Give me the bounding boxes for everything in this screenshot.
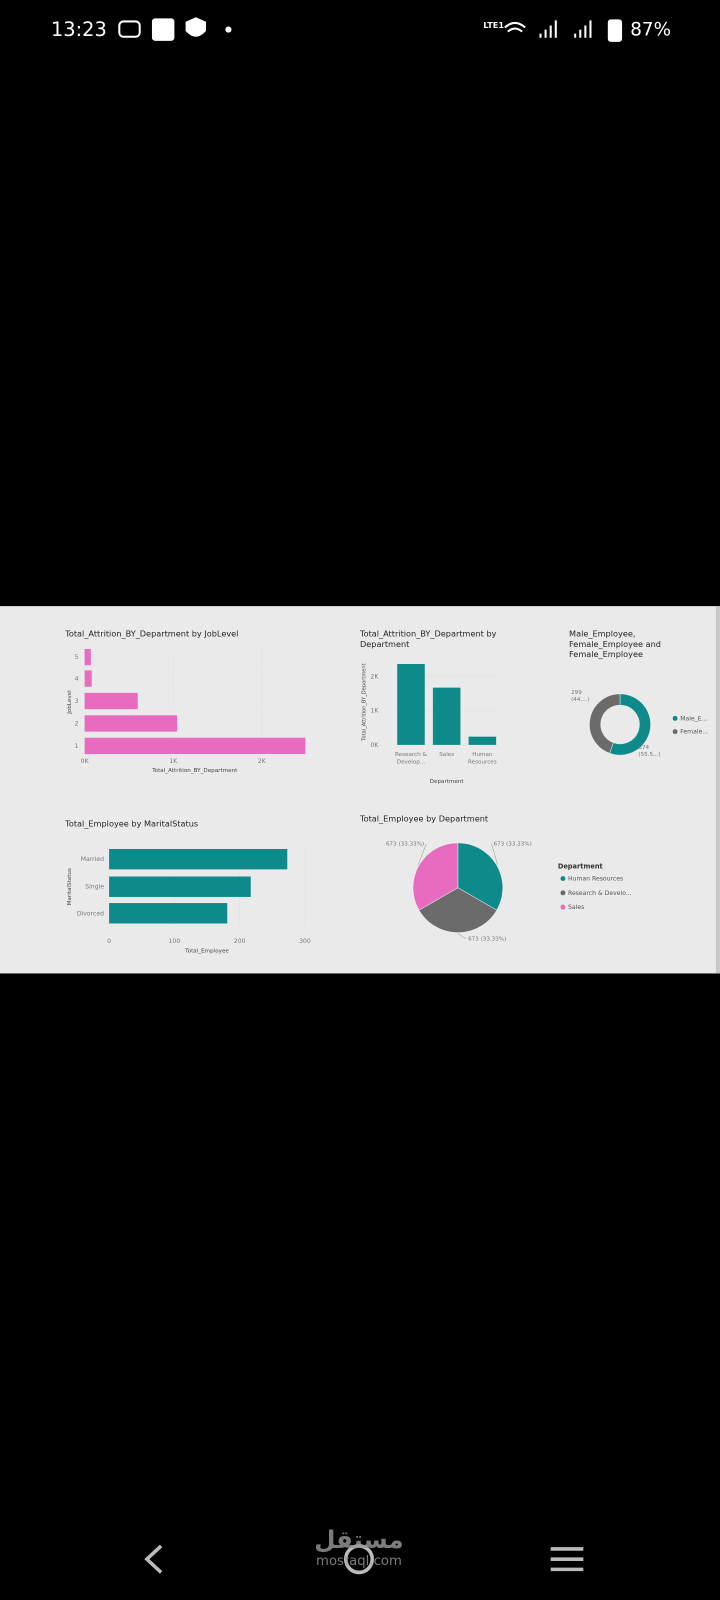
x-axis-label: Total_Employee — [184, 949, 229, 955]
legend-title: Department — [558, 862, 604, 870]
x-tick-label: 300 — [299, 938, 311, 945]
data-label-box: 374 (55.5...) — [638, 744, 661, 759]
status-icons — [118, 17, 623, 42]
legend-label: Human Resources — [568, 876, 623, 883]
x-tick-label: Sales — [439, 752, 455, 759]
dot-icon — [225, 26, 232, 33]
bar — [397, 663, 425, 745]
chart-title-box: Total_Employee by Department — [359, 814, 489, 824]
x-tick-label-box: Human Resources — [468, 752, 497, 766]
legend-marker — [560, 904, 566, 910]
legend-label: Female... — [680, 729, 708, 736]
legend-label: Sales — [568, 904, 584, 911]
legend-marker — [672, 715, 678, 721]
x-tick-label: 200 — [234, 938, 246, 945]
bar — [432, 687, 461, 745]
bar — [109, 903, 228, 924]
legend-marker — [560, 876, 566, 882]
y-axis-label: Total_Attrition_BY_Department — [362, 663, 368, 741]
y-tick-label: 3 — [75, 698, 79, 705]
slice — [412, 842, 459, 911]
bar — [468, 736, 497, 745]
y-tick-label: 4 — [75, 676, 79, 683]
status-time: 13:23 — [51, 18, 107, 41]
slice — [609, 693, 651, 756]
chart-title-box: Total_Attrition_BY_Department by JobLeve… — [65, 629, 239, 639]
signal-icon — [539, 20, 557, 38]
profile-icon — [151, 18, 175, 41]
y-tick-label: 1 — [75, 743, 79, 750]
x-axis-label: Department — [430, 779, 465, 785]
signal-icon — [574, 20, 592, 38]
status-battery: 87% — [630, 20, 671, 41]
x-tick-label: Human Resources — [468, 752, 497, 766]
battery-icon — [607, 19, 623, 42]
chart-title-box: Male_Employee, Female_Employee and Femal… — [569, 629, 661, 660]
data-label-box: 299 (44....) — [571, 689, 590, 703]
bar — [84, 737, 306, 755]
data-label: 673 (33.33%) — [468, 936, 506, 942]
data-label: 374 (55.5...) — [638, 744, 661, 759]
bar — [109, 876, 251, 897]
status-network: LTE1 — [483, 20, 504, 30]
data-label: 299 (44....) — [571, 689, 590, 703]
chart-title-box: Total_Attrition_BY_Department by Departm… — [359, 629, 497, 649]
slice — [418, 887, 498, 933]
x-tick-label: 2K — [258, 758, 267, 765]
back-button[interactable] — [144, 1544, 163, 1574]
y-tick-label: Married — [81, 856, 104, 863]
legend-marker — [672, 729, 678, 735]
x-tick-label: Research & Develop... — [395, 752, 427, 766]
y-axis-label: MaritalStatus — [67, 868, 73, 905]
chart-title: Total_Attrition_BY_Department by Departm… — [359, 629, 497, 649]
watermark-arabic: مستقل — [314, 1525, 403, 1554]
x-axis-label: Total_Attrition_BY_Department — [151, 768, 238, 774]
y-tick-label: 2 — [75, 720, 79, 727]
leader-line — [491, 843, 498, 865]
nav-bar — [144, 1544, 584, 1575]
x-tick-label: 0 — [107, 938, 111, 945]
x-tick-label-box: Research & Develop... — [395, 752, 427, 766]
shield-icon — [185, 17, 206, 37]
x-tick-label: 100 — [169, 938, 181, 945]
x-tick-label-box: Sales — [439, 752, 455, 759]
x-tick-label: 0K — [81, 758, 90, 765]
data-label: 673 (33.33%) — [494, 841, 532, 847]
menu-button[interactable] — [550, 1547, 584, 1572]
slice — [457, 842, 503, 911]
y-tick-label: 5 — [75, 654, 79, 661]
chart-title: Male_Employee, Female_Employee and Femal… — [569, 629, 661, 660]
chart-title: Total_Employee by MaritalStatus — [65, 819, 199, 829]
wifi-icon — [504, 21, 526, 33]
chart-title-box: Total_Employee by MaritalStatus — [65, 819, 199, 829]
watermark-latin: mostaql.com — [316, 1554, 402, 1569]
chart-title: Total_Employee by Department — [359, 814, 489, 824]
legend-label: Male_E... — [680, 715, 707, 722]
home-button[interactable] — [343, 1544, 375, 1575]
messenger-icon — [118, 20, 141, 38]
legend-marker — [560, 890, 566, 896]
bar — [84, 692, 138, 710]
y-tick-label: 1K — [370, 708, 379, 715]
x-tick-label: 1K — [169, 758, 178, 765]
bar — [109, 848, 288, 870]
y-tick-label: 2K — [370, 673, 379, 680]
leader-line — [457, 933, 467, 939]
y-axis-label: JobLevel — [67, 690, 73, 715]
bar — [84, 648, 91, 666]
y-tick-label: 0K — [370, 742, 379, 749]
y-tick-label: Divorced — [77, 910, 104, 917]
leader-line — [417, 843, 427, 865]
y-tick-label: Single — [85, 884, 104, 891]
chart-title: Total_Attrition_BY_Department by JobLeve… — [65, 629, 239, 639]
bar — [84, 715, 178, 732]
legend-label: Research & Develo... — [568, 890, 632, 897]
slice — [589, 693, 621, 754]
scrollbar — [715, 606, 720, 974]
bar — [84, 670, 92, 687]
data-label: 673 (33.33%) — [386, 841, 424, 847]
